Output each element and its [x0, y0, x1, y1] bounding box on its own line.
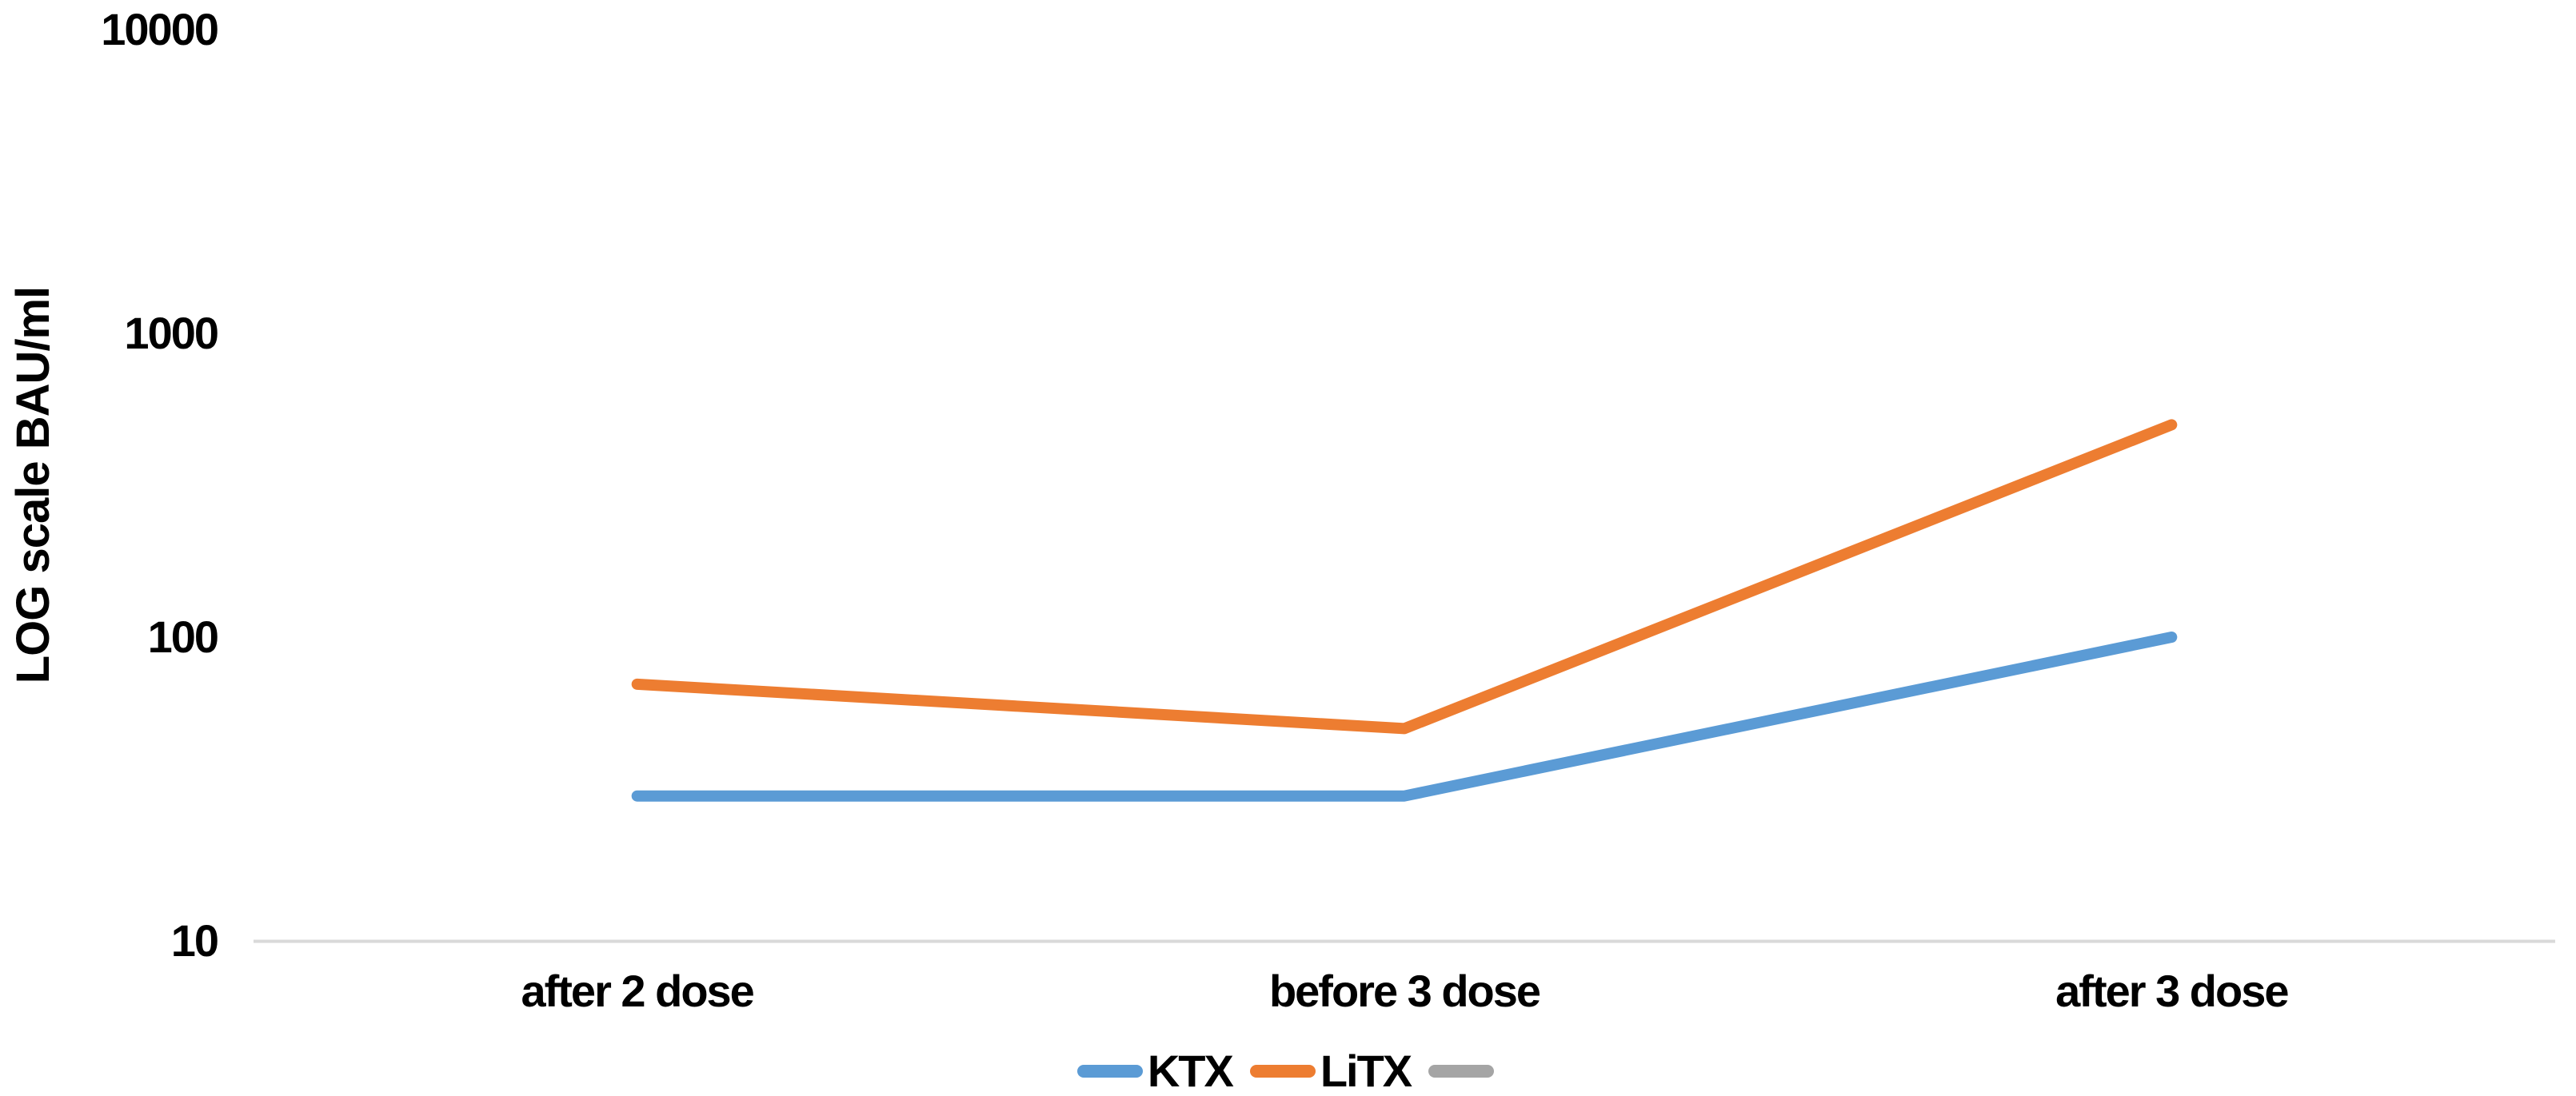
legend-swatch [1249, 1065, 1316, 1078]
legend-item-litx: LiTX [1249, 1046, 1412, 1096]
series-line-ktx [631, 632, 2178, 802]
x-category-label: after 3 dose [2055, 966, 2289, 1016]
legend: KTX LiTX [0, 1049, 2576, 1094]
y-tick-label: 10000 [101, 4, 219, 54]
x-category-label: after 2 dose [521, 966, 754, 1016]
legend-swatch [1428, 1065, 1495, 1078]
y-tick-label: 100 [147, 612, 219, 662]
y-tick-label: 1000 [124, 308, 219, 358]
x-category-label: before 3 dose [1268, 966, 1541, 1016]
legend-swatch [1076, 1065, 1143, 1078]
legend-item-unnamed [1428, 1065, 1499, 1078]
legend-item-ktx: KTX [1076, 1046, 1234, 1096]
series-line-litx [631, 419, 2178, 735]
y-tick-label: 10 [170, 915, 219, 966]
legend-label: KTX [1147, 1046, 1234, 1096]
legend-label: LiTX [1320, 1046, 1412, 1096]
